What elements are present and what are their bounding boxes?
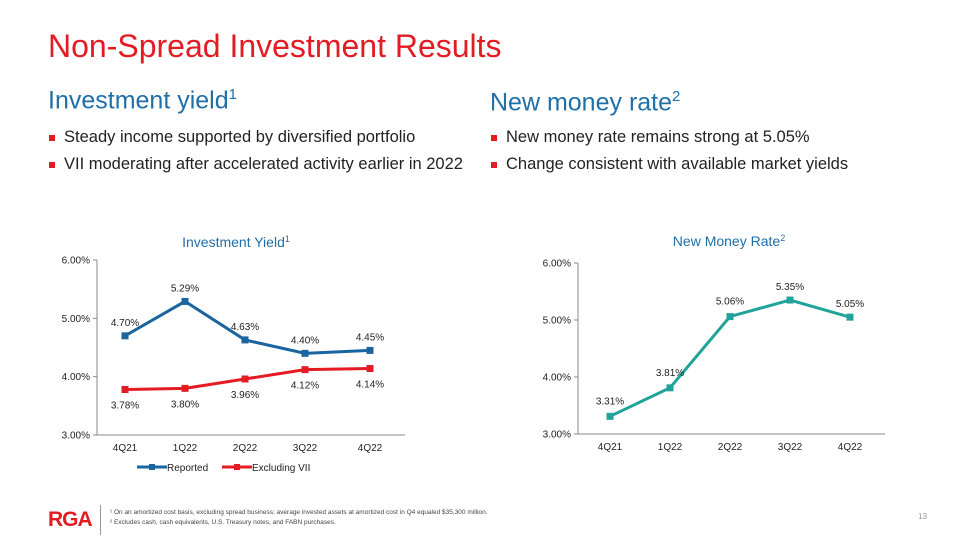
bullet: Steady income supported by diversified p… (48, 127, 468, 148)
data-label: 5.35% (776, 282, 804, 293)
data-label: 3.31% (596, 396, 624, 407)
y-tick-label: 3.00% (543, 430, 571, 441)
footnote-ref: 2 (672, 88, 681, 105)
chart-title: New Money Rate2 (673, 233, 785, 249)
page-number: 13 (918, 512, 927, 521)
legend-marker (234, 464, 240, 470)
data-point (726, 313, 734, 321)
data-point (301, 349, 309, 357)
x-tick-label: 4Q22 (838, 442, 863, 453)
chart-title: Investment Yield1 (182, 234, 290, 250)
heading-text: Investment yield (48, 86, 229, 115)
data-point (786, 296, 794, 304)
data-label: 4.12% (291, 381, 319, 392)
data-point (121, 386, 129, 393)
y-tick-label: 3.00% (62, 431, 90, 442)
investment-yield-bullets: Steady income supported by diversified p… (48, 127, 468, 181)
data-point (181, 384, 189, 392)
data-label: 4.14% (356, 380, 384, 391)
legend-marker (149, 464, 155, 470)
x-tick-label: 3Q22 (778, 442, 803, 453)
y-tick-label: 5.00% (62, 314, 90, 325)
data-point (181, 297, 189, 305)
page-title: Non-Spread Investment Results (48, 28, 502, 64)
data-point (301, 366, 309, 374)
data-label: 4.70% (111, 318, 139, 329)
bullet: Change consistent with available market … (490, 154, 930, 175)
footnote-ref: 1 (285, 234, 290, 244)
new-money-rate-heading: New money rate2 (490, 88, 680, 117)
data-label: 3.80% (171, 399, 199, 410)
legend-label: Reported (167, 463, 208, 474)
x-tick-label: 2Q22 (718, 442, 743, 453)
data-label: 4.40% (291, 335, 319, 346)
y-tick-label: 6.00% (62, 256, 90, 267)
y-tick-label: 4.00% (543, 373, 571, 384)
investment-yield-heading: Investment yield1 (48, 86, 237, 115)
bullet: New money rate remains strong at 5.05% (490, 127, 930, 148)
x-tick-label: 4Q21 (598, 442, 623, 453)
x-tick-label: 1Q22 (658, 442, 683, 453)
x-tick-label: 1Q22 (173, 443, 198, 454)
data-label: 5.05% (836, 299, 864, 310)
data-label: 3.96% (231, 390, 259, 401)
y-tick-label: 6.00% (543, 259, 571, 270)
data-point (846, 313, 854, 321)
footnote-ref: 2 (780, 233, 785, 243)
data-point (606, 412, 614, 420)
x-tick-label: 4Q21 (113, 443, 138, 454)
data-point (241, 375, 249, 383)
data-label: 4.45% (356, 332, 384, 343)
data-point (666, 384, 674, 392)
bullet: VII moderating after accelerated activit… (48, 154, 468, 175)
new-money-rate-bullets: New money rate remains strong at 5.05% C… (490, 127, 930, 181)
data-label: 4.63% (231, 322, 259, 333)
data-label: 5.29% (171, 283, 199, 294)
x-tick-label: 4Q22 (358, 443, 383, 454)
y-tick-label: 4.00% (62, 372, 90, 383)
data-label: 3.81% (656, 368, 684, 379)
divider (100, 505, 101, 535)
x-tick-label: 3Q22 (293, 443, 318, 454)
x-tick-label: 2Q22 (233, 443, 258, 454)
footnote-2: ² Excludes cash, cash equivalents, U.S. … (110, 519, 336, 526)
data-label: 3.78% (111, 401, 139, 412)
data-label: 5.06% (716, 297, 744, 308)
data-point (366, 365, 374, 372)
heading-text: New money rate (490, 88, 673, 117)
rga-logo: RGA (48, 508, 93, 531)
footnote-ref: 1 (228, 86, 237, 103)
data-point (121, 332, 129, 340)
footnote-1: ¹ On an amortized cost basis, excluding … (110, 509, 488, 516)
data-point (366, 346, 374, 354)
legend-label: Excluding VII (252, 463, 310, 474)
y-tick-label: 5.00% (543, 316, 571, 327)
data-point (241, 336, 249, 344)
